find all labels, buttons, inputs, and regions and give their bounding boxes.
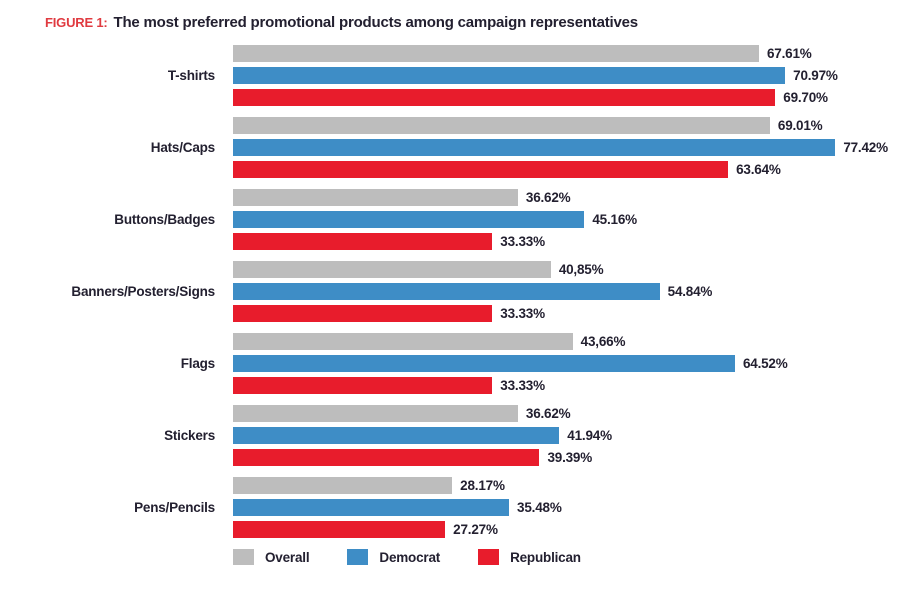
- page-title: The most preferred promotional products …: [113, 14, 638, 31]
- bar-overall: [233, 117, 770, 134]
- category-bars: 36.62% 41.94% 39.39%: [233, 405, 899, 466]
- bar-row: 33.33%: [233, 233, 899, 250]
- value-label: 77.42%: [843, 140, 888, 155]
- legend-swatch-democrat: [347, 549, 369, 565]
- bar-democrat: [233, 67, 786, 84]
- value-label: 39.39%: [547, 450, 593, 465]
- legend-label: Overall: [265, 549, 310, 565]
- value-label: 70.97%: [793, 68, 838, 83]
- category-label: T-shirts: [167, 68, 215, 83]
- bar-overall: [233, 405, 518, 422]
- value-label: 27.27%: [453, 522, 498, 537]
- value-label: 35.48%: [517, 500, 562, 515]
- bar-row: 67.61%: [233, 45, 899, 62]
- value-label: 36.62%: [525, 406, 571, 421]
- bar-democrat: [233, 499, 510, 516]
- legend-label: Republican: [510, 549, 581, 565]
- value-label: 54.84%: [667, 284, 713, 299]
- value-label: 41.94%: [567, 428, 612, 443]
- value-label: 28.17%: [460, 478, 505, 493]
- figure-label: FIGURE 1:: [45, 15, 108, 30]
- bar-row: 40,85%: [233, 261, 899, 278]
- bar-overall: [233, 333, 573, 350]
- legend-swatch-republican: [478, 549, 500, 565]
- value-label: 40,85%: [558, 262, 604, 277]
- bar-democrat: [233, 211, 585, 228]
- chart-group: Pens/Pencils 28.17% 35.48% 27.27%: [0, 477, 899, 538]
- bar-democrat: [233, 139, 836, 156]
- category-bars: 36.62% 45.16% 33.33%: [233, 189, 899, 250]
- bar-row: 36.62%: [233, 405, 899, 422]
- value-label: 33.33%: [500, 378, 545, 393]
- bar-row: 77.42%: [233, 139, 899, 156]
- bar-row: 64.52%: [233, 355, 899, 372]
- bar-row: 43,66%: [233, 333, 899, 350]
- bar-republican: [233, 377, 493, 394]
- bar-row: 41.94%: [233, 427, 899, 444]
- category-label: Hats/Caps: [150, 140, 215, 155]
- bar-row: 63.64%: [233, 161, 899, 178]
- category-bars: 28.17% 35.48% 27.27%: [233, 477, 899, 538]
- chart-legend: Overall Democrat Republican: [233, 549, 899, 565]
- category-bars: 43,66% 64.52% 33.33%: [233, 333, 899, 394]
- bar-overall: [233, 477, 453, 494]
- bar-republican: [233, 521, 446, 538]
- bar-row: 69.01%: [233, 117, 899, 134]
- category-label: Stickers: [164, 428, 215, 443]
- chart-group: T-shirts 67.61% 70.97% 69.70%: [0, 45, 899, 106]
- bar-republican: [233, 233, 493, 250]
- bar-democrat: [233, 355, 735, 372]
- bar-row: 27.27%: [233, 521, 899, 538]
- legend-item-overall: Overall: [233, 549, 310, 565]
- category-label: Buttons/Badges: [114, 212, 215, 227]
- value-label: 64.52%: [742, 356, 788, 371]
- bar-row: 35.48%: [233, 499, 899, 516]
- bar-row: 36.62%: [233, 189, 899, 206]
- category-label: Flags: [180, 356, 215, 371]
- category-bars: 67.61% 70.97% 69.70%: [233, 45, 899, 106]
- value-label: 69.01%: [777, 118, 823, 133]
- chart-group: Banners/Posters/Signs 40,85% 54.84% 33.33%: [0, 261, 899, 322]
- legend-label: Democrat: [379, 549, 441, 565]
- value-label: 45.16%: [592, 212, 637, 227]
- value-label: 33.33%: [500, 306, 545, 321]
- chart-group: Flags 43,66% 64.52% 33.33%: [0, 333, 899, 394]
- bar-democrat: [233, 427, 560, 444]
- bar-row: 28.17%: [233, 477, 899, 494]
- bar-overall: [233, 189, 518, 206]
- bar-chart-area: T-shirts 67.61% 70.97% 69.70% Hats/Caps 69.01…: [0, 45, 899, 538]
- category-label: Banners/Posters/Signs: [71, 284, 215, 299]
- chart-title-row: FIGURE 1: The most preferred promotional …: [0, 0, 899, 31]
- legend-item-democrat: Democrat: [347, 549, 440, 565]
- category-label: Pens/Pencils: [134, 500, 215, 515]
- value-label: 69.70%: [783, 90, 828, 105]
- bar-row: 54.84%: [233, 283, 899, 300]
- value-label: 43,66%: [580, 334, 626, 349]
- chart-group: Buttons/Badges 36.62% 45.16% 33.33%: [0, 189, 899, 250]
- legend-swatch-overall: [233, 549, 254, 565]
- chart-group: Hats/Caps 69.01% 77.42% 63.64%: [0, 117, 899, 178]
- value-label: 63.64%: [736, 162, 781, 177]
- value-label: 36.62%: [525, 190, 571, 205]
- bar-democrat: [233, 283, 660, 300]
- value-label: 33.33%: [500, 234, 545, 249]
- category-bars: 40,85% 54.84% 33.33%: [233, 261, 899, 322]
- bar-row: 70.97%: [233, 67, 899, 84]
- bar-republican: [233, 89, 776, 106]
- bar-row: 33.33%: [233, 305, 899, 322]
- bar-overall: [233, 45, 759, 62]
- bar-row: 69.70%: [233, 89, 899, 106]
- bar-republican: [233, 449, 540, 466]
- legend-item-republican: Republican: [478, 549, 581, 565]
- bar-overall: [233, 261, 551, 278]
- category-bars: 69.01% 77.42% 63.64%: [233, 117, 899, 178]
- value-label: 67.61%: [767, 46, 812, 61]
- bar-row: 45.16%: [233, 211, 899, 228]
- bar-republican: [233, 305, 493, 322]
- bar-row: 39.39%: [233, 449, 899, 466]
- bar-republican: [233, 161, 729, 178]
- bar-row: 33.33%: [233, 377, 899, 394]
- chart-group: Stickers 36.62% 41.94% 39.39%: [0, 405, 899, 466]
